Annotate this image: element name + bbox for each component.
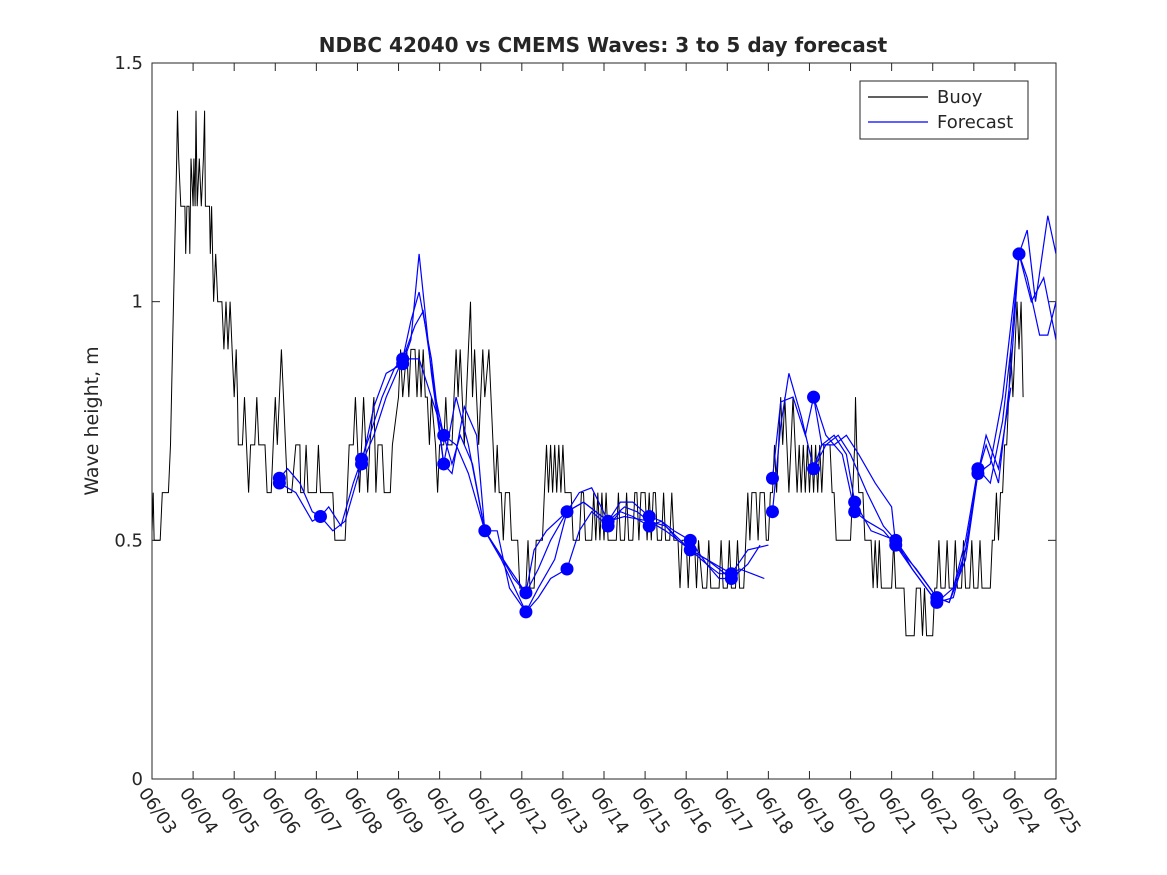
forecast-marker (478, 524, 492, 538)
forecast-marker (683, 533, 697, 547)
forecast-marker (437, 428, 451, 442)
legend-label: Forecast (937, 112, 1013, 133)
forecast-marker (272, 476, 286, 490)
forecast-marker (848, 505, 862, 519)
y-tick-label: 0.5 (114, 530, 143, 551)
y-tick-label: 1 (132, 292, 143, 313)
data-layer (152, 110, 1056, 637)
chart-title: NDBC 42040 vs CMEMS Waves: 3 to 5 day fo… (319, 33, 888, 57)
forecast-marker (437, 457, 451, 471)
forecast-marker (765, 505, 779, 519)
forecast-marker (355, 457, 369, 471)
legend-box (859, 80, 1029, 140)
forecast-marker (519, 605, 533, 619)
buoy-series-line (152, 110, 1024, 637)
forecast-marker (519, 586, 533, 600)
forecast-marker (601, 519, 615, 533)
forecast-marker (848, 495, 862, 509)
forecast-run-line (361, 291, 769, 594)
forecast-marker (396, 357, 410, 371)
forecast-marker (683, 543, 697, 557)
forecast-marker (971, 467, 985, 481)
legend: Buoy Forecast (859, 80, 1029, 140)
forecast-marker (807, 390, 821, 404)
forecast-marker (807, 462, 821, 476)
forecast-marker (642, 519, 656, 533)
forecast-marker (930, 595, 944, 609)
forecast-marker (313, 509, 327, 523)
forecast-marker (724, 572, 738, 586)
forecast-marker (1012, 247, 1026, 261)
forecast-marker (560, 562, 574, 576)
y-axis-label: Wave height, m (81, 346, 103, 495)
legend-label: Buoy (937, 87, 983, 108)
y-tick-label: 0 (132, 769, 143, 790)
forecast-marker (889, 538, 903, 552)
forecast-run-line (813, 387, 1012, 604)
forecast-marker (560, 505, 574, 519)
forecast-marker (765, 471, 779, 485)
forecast-marker (642, 509, 656, 523)
y-tick-label: 1.5 (114, 53, 143, 74)
